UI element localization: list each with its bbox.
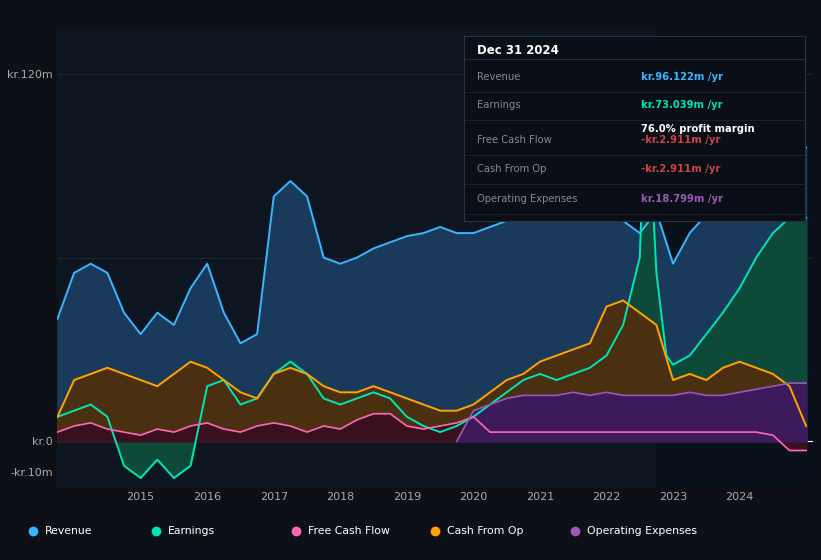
Bar	[657, 28, 813, 487]
Text: kr.18.799m /yr: kr.18.799m /yr	[641, 194, 723, 204]
Text: Free Cash Flow: Free Cash Flow	[308, 526, 390, 536]
Text: -kr.2.911m /yr: -kr.2.911m /yr	[641, 165, 720, 175]
Text: Earnings: Earnings	[478, 100, 521, 110]
Text: kr.96.122m /yr: kr.96.122m /yr	[641, 72, 723, 82]
Text: Revenue: Revenue	[45, 526, 93, 536]
Text: Operating Expenses: Operating Expenses	[587, 526, 697, 536]
Text: Cash From Op: Cash From Op	[447, 526, 524, 536]
Text: Cash From Op: Cash From Op	[478, 165, 547, 175]
Text: Free Cash Flow: Free Cash Flow	[478, 135, 553, 145]
Text: Dec 31 2024: Dec 31 2024	[478, 44, 559, 57]
Text: Operating Expenses: Operating Expenses	[478, 194, 578, 204]
Text: 76.0% profit margin: 76.0% profit margin	[641, 124, 754, 134]
Text: kr.73.039m /yr: kr.73.039m /yr	[641, 100, 722, 110]
Text: -kr.2.911m /yr: -kr.2.911m /yr	[641, 135, 720, 145]
Text: Earnings: Earnings	[168, 526, 215, 536]
Text: Revenue: Revenue	[478, 72, 521, 82]
